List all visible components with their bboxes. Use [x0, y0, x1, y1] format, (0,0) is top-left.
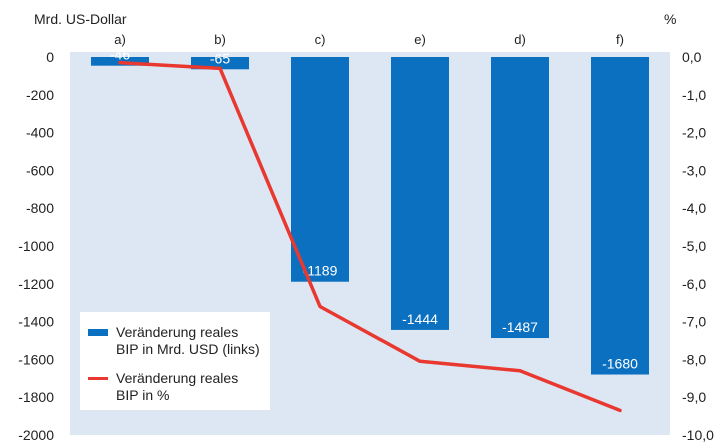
category-labels: a) b) c) e) d) f)	[114, 32, 624, 47]
right-tick-label: -1,0	[682, 87, 706, 103]
right-tick-label: -8,0	[682, 351, 706, 367]
legend-label-line-line2: BIP in %	[116, 387, 170, 403]
right-tick-label: -5,0	[682, 238, 706, 254]
bar	[591, 57, 649, 375]
bar-data-label: -1487	[502, 319, 538, 335]
bar-data-label: -1444	[402, 311, 438, 327]
legend-item-bar: Veränderung reales BIP in Mrd. USD (link…	[88, 324, 276, 358]
right-tick-label: 0,0	[682, 49, 702, 65]
right-tick-label: -6,0	[682, 276, 706, 292]
bar	[291, 57, 349, 282]
legend-swatch-bar	[88, 329, 108, 336]
category-label: b)	[214, 32, 226, 47]
left-tick-label: -200	[26, 87, 54, 103]
left-tick-label: -2000	[18, 427, 54, 443]
legend-label-line-line1: Veränderung reales	[116, 370, 239, 386]
category-label: e)	[414, 32, 426, 47]
bar	[491, 57, 549, 339]
left-tick-label: 0	[46, 49, 54, 65]
left-axis-ticks: 0 -200 -400 -600 -800 -1000 -1200 -1400 -1600 -18…	[18, 49, 54, 443]
right-tick-label: -9,0	[682, 389, 706, 405]
left-tick-label: -1800	[18, 389, 54, 405]
category-label: d)	[514, 32, 526, 47]
bar-data-label: -1189	[303, 263, 338, 279]
bar-data-label: -65	[210, 50, 230, 66]
right-axis-ticks: 0,0 -1,0 -2,0 -3,0 -4,0 -5,0 -6,0 -7,0 -8,0 -9,0 -…	[682, 49, 714, 443]
right-tick-label: -7,0	[682, 314, 706, 330]
left-axis-title: Mrd. US-Dollar	[34, 11, 127, 27]
category-label: f)	[616, 32, 624, 47]
right-axis-title: %	[664, 11, 676, 27]
legend-item-line: Veränderung reales BIP in %	[88, 370, 276, 404]
right-tick-label: -4,0	[682, 200, 706, 216]
right-tick-label: -10,0	[682, 427, 714, 443]
legend-swatch-line	[88, 377, 108, 380]
category-label: c)	[315, 32, 326, 47]
left-tick-label: -800	[26, 200, 54, 216]
right-tick-label: -2,0	[682, 125, 706, 141]
right-tick-label: -3,0	[682, 162, 706, 178]
bar-data-label: -1680	[602, 356, 638, 372]
left-tick-label: -1000	[18, 238, 54, 254]
left-tick-label: -400	[26, 125, 54, 141]
legend: Veränderung reales BIP in Mrd. USD (link…	[80, 312, 270, 410]
line-series-path	[118, 60, 622, 413]
category-label: a)	[114, 32, 126, 47]
left-tick-label: -1400	[18, 314, 54, 330]
left-tick-label: -1200	[18, 276, 54, 292]
left-tick-label: -600	[26, 162, 54, 178]
bar	[391, 57, 449, 330]
line-series	[118, 60, 622, 413]
legend-label-bar-line2: BIP in Mrd. USD (links)	[116, 341, 260, 357]
legend-label-bar-line1: Veränderung reales	[116, 324, 239, 340]
left-tick-label: -1600	[18, 351, 54, 367]
bar-series: -46 -65 -1189 -1444 -1487 -1680	[91, 47, 649, 375]
bar-data-label: -46	[110, 47, 130, 63]
